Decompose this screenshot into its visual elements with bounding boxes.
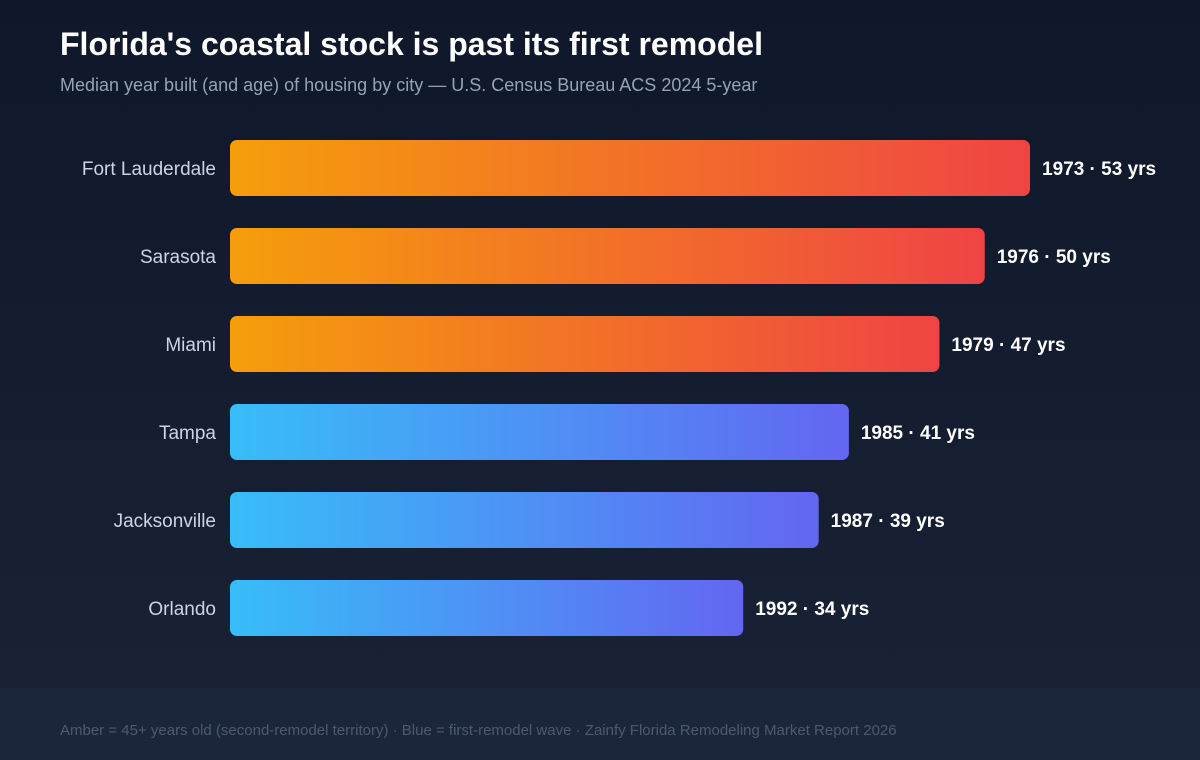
footer-bar: Amber = 45+ years old (second-remodel te…: [0, 688, 1200, 760]
chart-title: Florida's coastal stock is past its firs…: [60, 26, 763, 62]
category-label: Fort Lauderdale: [82, 159, 216, 180]
footer-note: Amber = 45+ years old (second-remodel te…: [60, 722, 897, 739]
value-label: 1973 · 53 yrs: [1042, 159, 1156, 180]
category-label: Tampa: [159, 423, 216, 444]
value-label: 1979 · 47 yrs: [951, 335, 1065, 356]
bar: [230, 140, 1030, 196]
category-label: Sarasota: [140, 247, 216, 268]
value-label: 1976 · 50 yrs: [997, 247, 1111, 268]
bar: [230, 580, 744, 636]
chart-subtitle: Median year built (and age) of housing b…: [60, 75, 758, 95]
bar: [230, 228, 985, 284]
category-label: Miami: [165, 335, 216, 356]
value-label: 1985 · 41 yrs: [861, 423, 975, 444]
value-label: 1992 · 34 yrs: [755, 599, 869, 620]
bar: [230, 492, 819, 548]
value-label: 1987 · 39 yrs: [831, 511, 945, 532]
bar: [230, 316, 940, 372]
bar-chart: Fort Lauderdale 1973 · 53 yrs Sarasota 1976…: [81, 140, 1156, 636]
category-label: Orlando: [148, 599, 216, 620]
category-label: Jacksonville: [114, 511, 216, 532]
bar: [230, 404, 849, 460]
